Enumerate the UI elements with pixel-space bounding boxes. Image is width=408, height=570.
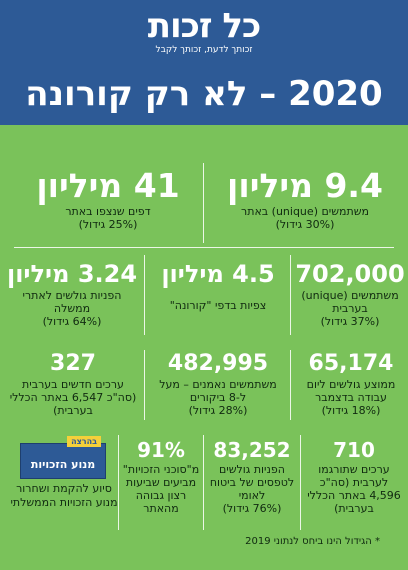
stat-satisfaction: 91% מ"סוכני הזכויות" מביעים שביעות רצון … [122,437,200,515]
stat-desc: ממוצע גולשים ליום עבודה בדצמבר [306,378,396,404]
kol-zchut-logo: כל זכות זכותך לדעת, זכותך לקבל [130,8,278,58]
logo-text: כל זכות [147,6,261,46]
stat-daily-december: 65,174 ממוצע גולשים ליום עבודה בדצמבר (1… [296,350,406,417]
stat-growth: (37% גידול) [320,315,380,328]
divider [14,247,394,248]
divider [290,255,291,335]
stat-desc: מ"סוכני הזכויות" מביעים שביעות רצון גבוה… [122,463,200,515]
stat-desc: ערכים חדשים בערבית (סה"כ 6,547 באתר הכלל… [9,378,137,417]
stat-number: 3.24 מיליון [6,260,138,288]
stat-desc: משתמשים (unique) באתר [241,205,369,218]
page-title: 2020 – לא רק קורונה [25,74,383,114]
divider [290,350,291,420]
divider [144,350,145,420]
stat-desc: דפים שנצפו באתר [65,205,151,218]
stat-desc: הפניות גולשים לטפסים של ביטוח לאומי [209,463,295,502]
stat-number: 41 מיליון [36,166,180,205]
stat-gov-referrals: 3.24 מיליון הפניות גולשים לאתרי ממשלה (6… [4,259,140,328]
stat-growth: (25% גידול) [78,218,138,231]
stat-number: 9.4 מיליון [227,166,383,205]
header-banner: כל זכות זכותך לדעת, זכותך לקבל 2020 – לא… [0,0,408,125]
stat-growth: (64% גידול) [42,315,102,328]
divider [203,435,204,530]
stat-corona-views: 4.5 מיליון צפיות בדפי "קורונה" [150,259,286,312]
stat-growth: (28% גידול) [188,404,248,417]
stat-insurance: 83,252 הפניות גולשים לטפסים של ביטוח לאו… [208,437,296,515]
stat-number: 91% [137,438,185,462]
stat-number: 702,000 [295,260,405,288]
stat-number: 482,995 [167,351,269,376]
beta-tag: בהרצה [67,436,101,447]
stat-desc: הפניות גולשים לאתרי ממשלה [22,289,122,315]
stat-growth: (18% גידול) [321,404,381,417]
divider [300,435,301,530]
stat-number: 327 [50,351,96,376]
stat-users: 9.4 מיליון משתמשים (unique) באתר (30% גי… [210,166,400,232]
stat-desc: משתמשים נאמנים – מעל ל-8 ביקורים [159,378,277,404]
stat-desc: צפיות בדפי "קורונה" [169,299,267,312]
stat-number: 4.5 מיליון [161,260,275,288]
stat-desc: ערכים שתורגמו לערבית (סה"כ 4,596 באתר הכ… [307,463,401,515]
divider [118,435,119,530]
stat-unique-arabic: 702,000 משתמשים (unique) בערבית (37% גיד… [294,259,406,328]
stats-grid: 9.4 מיליון משתמשים (unique) באתר (30% גי… [0,125,408,570]
stat-translated: 710 ערכים שתורגמו לערבית (סה"כ 4,596 באת… [306,437,402,515]
stat-growth: (76% גידול) [222,502,282,515]
stat-growth: (30% גידול) [275,218,335,231]
stat-number: 83,252 [213,438,291,462]
badge-description: סיוע להקמת ושחרור מנוע הזכויות הממשלתי [10,482,118,509]
stat-new-arabic: 327 ערכים חדשים בערבית (סה"כ 6,547 באתר … [8,350,138,417]
divider [144,255,145,335]
footnote: * הגידול הינו ביחס לנתוני 2019 [245,536,380,547]
stat-pages: 41 מיליון דפים שנצפו באתר (25% גידול) [18,166,198,232]
logo-tagline: זכותך לדעת, זכותך לקבל [155,45,253,55]
stat-number: 65,174 [308,351,394,376]
stat-number: 710 [333,438,375,462]
stat-trusted-users: 482,995 משתמשים נאמנים – מעל ל-8 ביקורים… [150,350,286,417]
divider [203,163,204,243]
stat-desc: משתמשים (unique) בערבית [301,289,399,315]
badge-title: מנוע הזכויות [30,458,96,471]
rights-engine-badge: בהרצה מנוע הזכויות [20,436,106,479]
